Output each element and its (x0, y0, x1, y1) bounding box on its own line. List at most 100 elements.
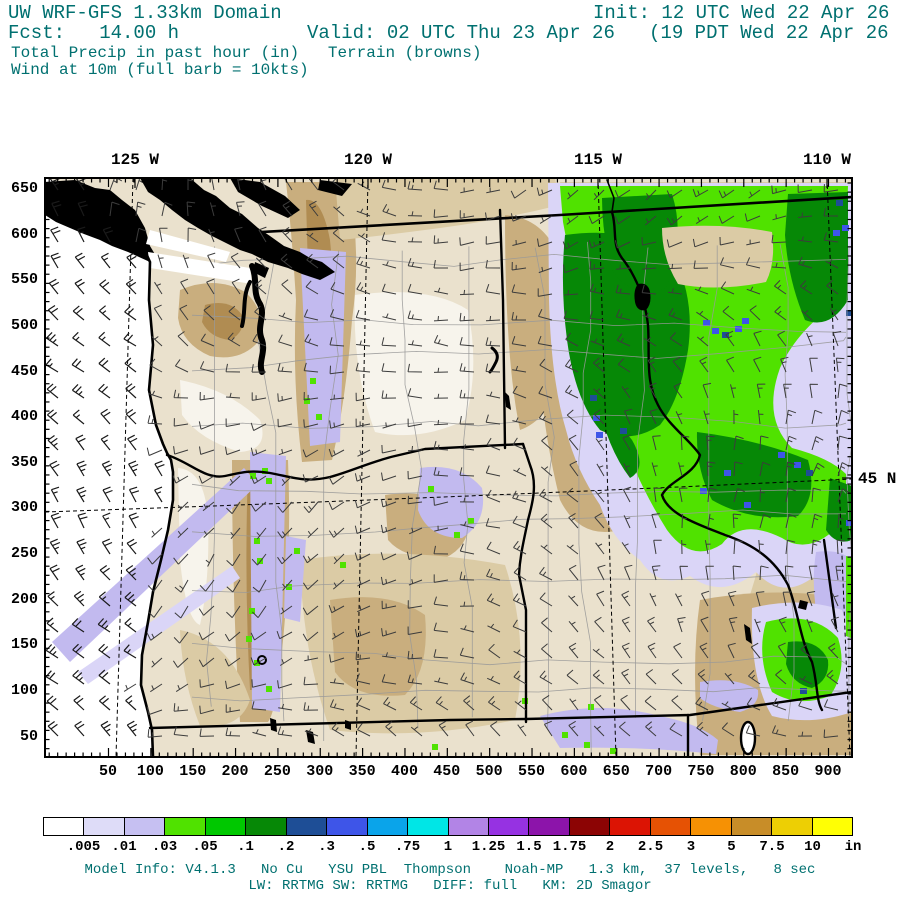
wind-barb (564, 385, 579, 399)
wind-barb (226, 501, 241, 514)
wind-barb (510, 213, 527, 222)
wind-barb (147, 579, 163, 592)
longitude-label: 110 W (802, 151, 851, 169)
wind-barb (72, 669, 85, 685)
wind-barb (780, 356, 789, 373)
wind-barb (305, 280, 319, 295)
wind-barb (678, 462, 685, 477)
wind-barb (696, 336, 709, 347)
wind-barb (303, 309, 319, 321)
wind-barb (306, 232, 319, 243)
wind-barb (569, 698, 579, 711)
wind-barb (563, 290, 579, 296)
wind-barb (615, 309, 631, 321)
wind-barb (102, 226, 113, 243)
wind-barb (511, 284, 527, 295)
colorbar-cell (487, 817, 530, 836)
wind-barb (304, 728, 319, 737)
colorbar-cell (447, 817, 489, 836)
wind-barb (407, 363, 423, 373)
wind-barb (823, 729, 839, 738)
wind-barb (539, 670, 553, 685)
wind-barb (224, 631, 241, 642)
wind-barb (175, 683, 189, 693)
wind-barb (433, 180, 449, 191)
wind-barb (433, 467, 449, 477)
wind-barb (666, 189, 683, 199)
wind-barb (354, 552, 371, 561)
wind-barb (642, 312, 657, 321)
wind-barb (304, 334, 319, 347)
colorbar-boundary-label: .2 (277, 839, 295, 855)
wind-barb (746, 286, 761, 295)
wind-barb (328, 501, 345, 511)
wind-barb (806, 591, 816, 607)
wind-barb (332, 579, 345, 590)
wind-barb (594, 694, 605, 711)
domain-title: UW WRF-GFS 1.33km Domain (8, 2, 282, 24)
wind-barb (303, 702, 319, 711)
wind-barb (433, 574, 449, 583)
colorbar-boundary-label: 1 (443, 839, 453, 855)
wind-barb (539, 358, 553, 373)
colorbar-cell (649, 817, 692, 836)
wind-barb (811, 539, 822, 555)
meridian-115w (597, 179, 617, 756)
wind-barb (732, 565, 742, 581)
wind-barb (356, 605, 371, 613)
y-tick-label: 50 (19, 727, 38, 745)
wind-barb (721, 722, 735, 737)
wind-barb (459, 336, 475, 347)
x-tick-label: 150 (179, 763, 207, 780)
wind-barb (745, 257, 761, 269)
wa-or-border (165, 442, 525, 481)
wind-barb (459, 497, 475, 503)
wind-barb (309, 179, 319, 191)
wind-barb (649, 408, 658, 425)
wind-barb (407, 626, 423, 635)
wind-barb (161, 179, 168, 191)
wind-barb (226, 553, 241, 567)
wind-barb (511, 336, 527, 347)
wind-barb (126, 538, 137, 555)
wind-barb (199, 446, 215, 455)
wind-barb (329, 365, 345, 375)
wind-barb (199, 728, 215, 737)
wind-barb (593, 189, 605, 201)
wind-barb (255, 257, 267, 269)
wind-barb (567, 189, 579, 200)
wind-barb (433, 235, 449, 244)
wind-barb (71, 383, 85, 399)
wind-barb (459, 289, 475, 296)
wind-barb (252, 579, 267, 593)
wind-barb (251, 701, 267, 711)
wind-barb (593, 388, 605, 399)
wind-barb (146, 447, 163, 456)
wind-barb (47, 591, 59, 607)
colorbar-cell (83, 817, 125, 836)
wind-barb (486, 568, 501, 581)
wind-barb (721, 701, 735, 711)
wind-barb (161, 201, 173, 217)
wind-barb (408, 340, 423, 347)
wind-barb (47, 409, 59, 425)
wind-barb (102, 512, 111, 529)
wind-barb (433, 440, 449, 451)
wind-barb (208, 228, 215, 243)
wind-barb (624, 564, 633, 581)
wind-barb (513, 566, 527, 581)
wind-barb (748, 189, 761, 199)
wind-barb (733, 435, 744, 451)
wind-barb (753, 330, 762, 347)
wind-barb (225, 680, 241, 690)
wind-barb (433, 419, 449, 426)
colorbar-boundary-label: 1.25 (471, 839, 506, 855)
wind-barb (536, 187, 553, 196)
longitude-label: 115 W (573, 151, 622, 169)
colorbar-boundary-label: .75 (394, 839, 421, 855)
wind-barb (354, 629, 371, 638)
x-tick-label: 400 (390, 763, 418, 780)
wind-barb (566, 544, 579, 555)
wind-barb (513, 540, 527, 555)
wind-barb (332, 227, 345, 243)
